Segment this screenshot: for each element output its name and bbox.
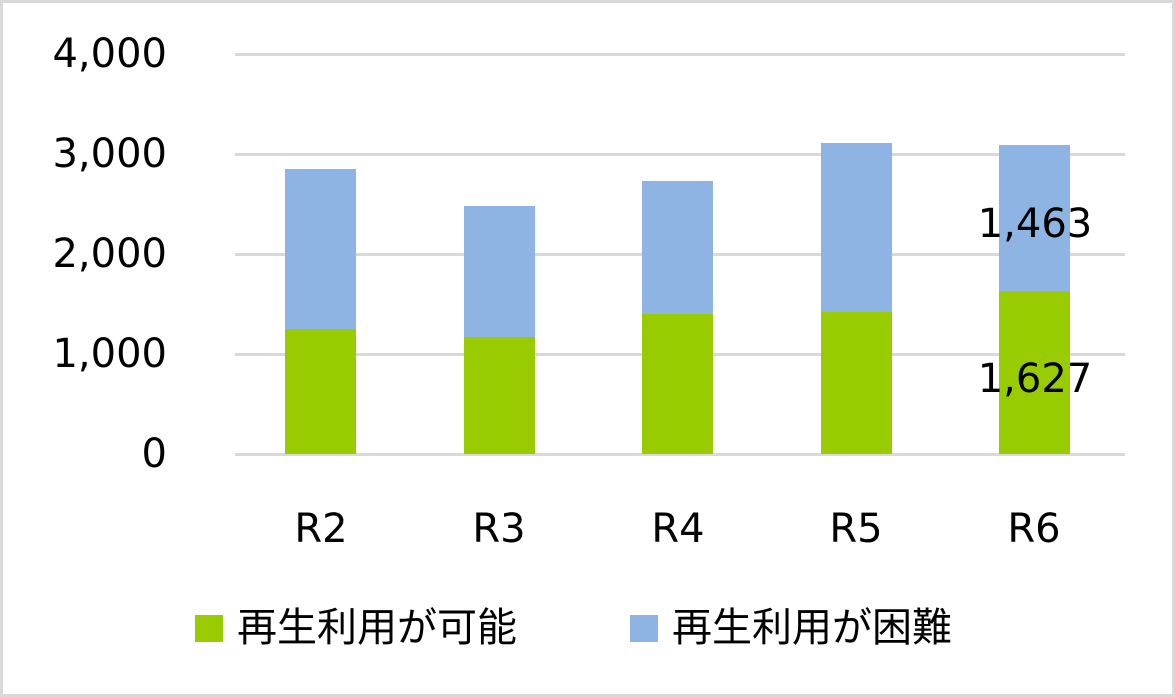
bar-segment-difficult: [999, 145, 1070, 292]
gridline-3000: [235, 153, 1125, 156]
y-tick-4000: 4,000: [52, 31, 167, 77]
bar-segment-possible: [463, 337, 535, 454]
bar-segment-possible: [999, 291, 1070, 454]
x-tick-r4: R4: [651, 506, 705, 552]
bar-segment-difficult: [820, 143, 892, 313]
gridline-4000: [235, 53, 1125, 56]
bar-segment-possible: [642, 314, 713, 454]
y-tick-2000: 2,000: [52, 231, 167, 277]
x-tick-r3: R3: [472, 506, 526, 552]
legend-item-possible: 再生利用が可能: [195, 603, 517, 653]
legend-label-difficult: 再生利用が困難: [672, 605, 952, 651]
legend-swatch-green-icon: [195, 614, 223, 642]
bar-segment-difficult: [463, 206, 535, 337]
y-tick-3000: 3,000: [52, 131, 167, 177]
data-label-r6-possible: 1,627: [977, 356, 1093, 402]
bar-r4: [642, 181, 713, 454]
bar-segment-difficult: [642, 181, 713, 314]
bar-r2: [285, 169, 356, 454]
legend-label-possible: 再生利用が可能: [237, 605, 517, 651]
data-label-r6-difficult: 1,463: [977, 201, 1093, 247]
x-tick-r5: R5: [829, 506, 883, 552]
bar-segment-difficult: [285, 169, 356, 329]
bar-r3: [463, 206, 535, 454]
bar-segment-possible: [285, 328, 356, 454]
bar-segment-possible: [820, 312, 892, 454]
gridline-0: [235, 453, 1125, 456]
x-tick-r6: R6: [1007, 506, 1061, 552]
x-tick-r2: R2: [294, 506, 348, 552]
y-tick-1000: 1,000: [52, 331, 167, 377]
legend-swatch-blue-icon: [630, 614, 658, 642]
legend-item-difficult: 再生利用が困難: [630, 603, 952, 653]
y-tick-0: 0: [141, 431, 167, 477]
bar-r6: [999, 145, 1070, 454]
bar-r5: [820, 143, 892, 454]
